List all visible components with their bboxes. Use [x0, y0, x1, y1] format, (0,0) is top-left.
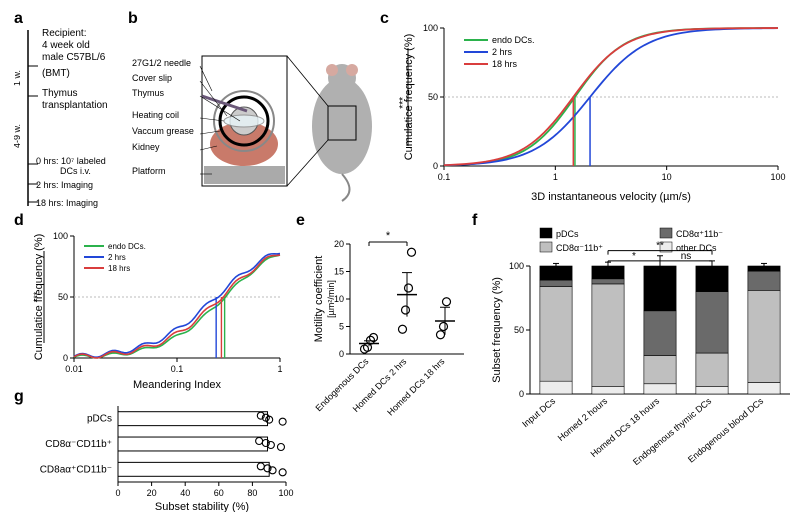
svg-text:10: 10: [662, 172, 672, 182]
svg-text:Platform: Platform: [132, 166, 166, 176]
svg-text:20: 20: [147, 488, 157, 498]
svg-text:0.1: 0.1: [171, 364, 184, 374]
recipient-label: Recipient:: [42, 28, 86, 39]
svg-text:0: 0: [519, 389, 524, 399]
svg-text:50: 50: [58, 292, 68, 302]
svg-text:20: 20: [334, 239, 344, 249]
svg-text:CD8α⁻11b⁺: CD8α⁻11b⁺: [556, 243, 603, 253]
svg-text:0.1: 0.1: [438, 172, 451, 182]
panel-c-chart: 0 50 100 0.1 1 10 100 3D instantaneous velocity…: [398, 18, 788, 206]
svg-text:100: 100: [423, 23, 438, 33]
panel-g-chart: 0 20 40 60 80 100 pDCs CD8α⁻CD11b⁺ CD8aα⁺CD11b⁻ S…: [30, 400, 294, 512]
hrs0-l2: DCs i.v.: [60, 166, 91, 176]
svg-text:**: **: [656, 241, 664, 252]
svg-text:60: 60: [214, 488, 224, 498]
svg-text:80: 80: [247, 488, 257, 498]
svg-text:CD8aα⁺CD11b⁻: CD8aα⁺CD11b⁻: [40, 464, 112, 475]
svg-text:ns: ns: [681, 251, 692, 262]
svg-text:pDCs: pDCs: [556, 229, 579, 239]
svg-text:100: 100: [509, 261, 524, 271]
svg-text:*: *: [632, 251, 636, 262]
svg-text:endo DCs.: endo DCs.: [492, 35, 535, 45]
thymus-l2: transplantation: [42, 100, 108, 111]
svg-text:15: 15: [334, 267, 344, 277]
svg-text:5: 5: [339, 322, 344, 332]
svg-text:0.01: 0.01: [65, 364, 83, 374]
svg-text:Heating coil: Heating coil: [132, 110, 179, 120]
svg-text:27G1/2 needle: 27G1/2 needle: [132, 58, 191, 68]
thymus-l1: Thymus: [42, 88, 78, 99]
bmt-label: (BMT): [42, 68, 70, 79]
svg-text:*: *: [386, 230, 391, 242]
svg-text:***: ***: [32, 291, 42, 302]
svg-text:50: 50: [428, 92, 438, 102]
hrs18: 18 hrs: Imaging: [36, 198, 98, 208]
svg-text:1: 1: [277, 364, 282, 374]
platform: [204, 166, 285, 184]
svg-text:2 hrs: 2 hrs: [108, 253, 126, 262]
svg-text:Subset stability (%): Subset stability (%): [155, 501, 249, 512]
panel-c-label: c: [380, 10, 389, 28]
svg-text:2 hrs: 2 hrs: [492, 47, 513, 57]
svg-text:1: 1: [553, 172, 558, 182]
svg-text:0: 0: [339, 349, 344, 359]
svg-text:CD8α⁺11b⁻: CD8α⁺11b⁻: [676, 229, 723, 239]
svg-text:Meandering Index: Meandering Index: [133, 379, 222, 391]
svg-text:Cover slip: Cover slip: [132, 73, 172, 83]
recipient-l2: 4 week old: [42, 40, 90, 51]
hrs0-l1: 0 hrs: 10⁷ labeled: [36, 156, 106, 166]
w1-label: 1 w.: [14, 70, 22, 86]
svg-text:100: 100: [278, 488, 293, 498]
svg-text:50: 50: [514, 325, 524, 335]
panel-f-label: f: [472, 212, 477, 230]
svg-text:18 hrs: 18 hrs: [492, 59, 518, 69]
svg-text:CD8α⁻CD11b⁺: CD8α⁻CD11b⁺: [45, 439, 112, 450]
panel-b-diagram: 27G1/2 needle Cover slip Thymus Heating …: [132, 26, 380, 206]
mouse-tail: [342, 174, 350, 201]
mouse-ear-r: [346, 64, 358, 76]
svg-text:endo DCs.: endo DCs.: [108, 242, 146, 251]
svg-text:Thymus: Thymus: [132, 88, 165, 98]
svg-text:***: ***: [398, 97, 409, 109]
mouse-ear-l: [326, 64, 338, 76]
panel-a-timeline: Recipient: 4 week old male C57BL/6 (BMT)…: [14, 26, 124, 216]
svg-text:0: 0: [433, 161, 438, 171]
coverslip: [224, 115, 264, 127]
panel-f-chart: 050100Input DCsHomed 2 hoursHomed DCs 18…: [486, 222, 794, 512]
svg-text:Vaccum grease: Vaccum grease: [132, 126, 194, 136]
mouse-body: [312, 78, 372, 174]
svg-text:Motility coefficient: Motility coefficient: [313, 256, 325, 343]
svg-text:Input DCs: Input DCs: [520, 396, 557, 430]
panel-e-label: e: [296, 212, 305, 230]
svg-text:40: 40: [180, 488, 190, 498]
panel-e-chart: 05101520Endogenous DCsHomed DCs 2 hrsHom…: [310, 228, 468, 472]
panel-d-chart: 0501000.010.11Meandering IndexCumulatice…: [30, 228, 286, 392]
svg-text:0: 0: [63, 353, 68, 363]
hrs2: 2 hrs: Imaging: [36, 180, 93, 190]
svg-text:[µm²/min]: [µm²/min]: [326, 280, 336, 318]
svg-text:100: 100: [53, 231, 68, 241]
svg-text:Cumulatice frequency (%): Cumulatice frequency (%): [403, 34, 415, 161]
recipient-l3: male C57BL/6: [42, 52, 106, 63]
svg-text:0: 0: [115, 488, 120, 498]
w49-label: 4-9 w.: [14, 124, 22, 148]
svg-text:Kidney: Kidney: [132, 142, 160, 152]
svg-text:Homed 2 hours: Homed 2 hours: [556, 396, 610, 444]
svg-text:100: 100: [770, 172, 785, 182]
panel-g-label: g: [14, 388, 24, 406]
svg-text:pDCs: pDCs: [87, 414, 112, 425]
svg-text:3D instantaneous velocity (µm/: 3D instantaneous velocity (µm/s): [531, 191, 691, 203]
svg-text:18 hrs: 18 hrs: [108, 264, 130, 273]
svg-text:Subset frequency (%): Subset frequency (%): [491, 277, 503, 383]
